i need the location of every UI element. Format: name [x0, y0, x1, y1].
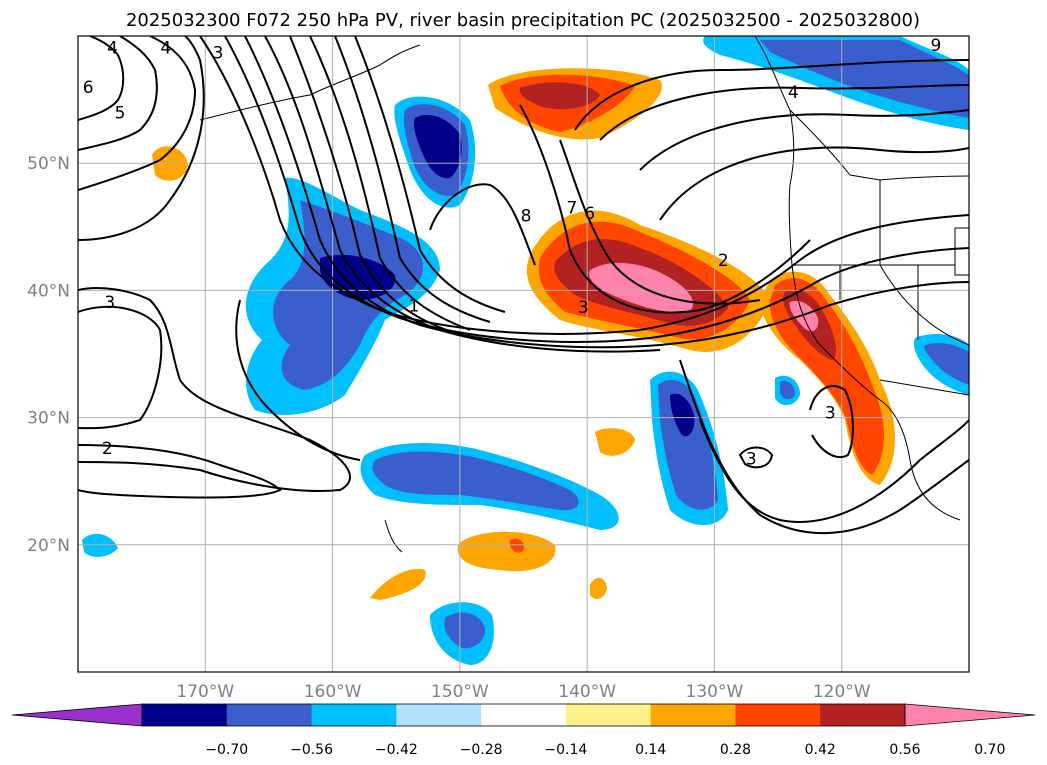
- pv-contour-label: 3: [578, 298, 589, 318]
- colorbar: −0.70 −0.56 −0.42 −0.28 −0.14 0.14 0.28 0.42 0.5…: [11, 703, 1036, 758]
- pv-contour-label: 6: [584, 204, 595, 224]
- colorbar-outline: [141, 703, 906, 727]
- pv-contour-label: 7: [566, 199, 577, 219]
- latitude-tick-labels: 50°N 40°N 30°N 20°N: [27, 154, 70, 556]
- pv-contour-label: 6: [83, 78, 94, 98]
- colorbar-tick-label: 0.70: [974, 742, 1005, 758]
- lon-tick-label: 150°W: [431, 682, 489, 702]
- colorbar-tick-label: 0.28: [720, 742, 751, 758]
- colorbar-tick-label: −0.42: [375, 742, 418, 758]
- lon-tick-label: 130°W: [686, 682, 744, 702]
- map-frame: [77, 35, 970, 673]
- lat-tick-label: 50°N: [27, 154, 70, 174]
- longitude-tick-labels: 170°W 160°W 150°W 140°W 130°W 120°W: [176, 682, 870, 702]
- coastlines: [199, 36, 969, 553]
- pv-contour-label: 2: [718, 251, 729, 271]
- map-gridlines: [78, 36, 969, 672]
- lon-tick-label: 160°W: [304, 682, 362, 702]
- colorbar-tick-label: −0.56: [290, 742, 333, 758]
- colorbar-swatch: [820, 704, 906, 726]
- pv-contour-label: 1: [409, 297, 420, 317]
- pv-contour-label: 5: [115, 103, 126, 123]
- pv-contour-label: 3: [104, 293, 115, 313]
- colorbar-extend-low: [11, 703, 143, 727]
- pv-contours: [78, 36, 969, 535]
- pv-contour-label: 8: [521, 206, 532, 226]
- lat-tick-label: 20°N: [27, 536, 70, 556]
- lon-tick-label: 120°W: [813, 682, 871, 702]
- colorbar-swatch: [142, 704, 228, 726]
- pv-contour-label: 2: [102, 439, 113, 459]
- colorbar-tick-label: −0.28: [460, 742, 503, 758]
- colorbar-swatch: [735, 704, 821, 726]
- colorbar-swatch: [311, 704, 397, 726]
- colorbar-tick-label: −0.70: [205, 742, 248, 758]
- lon-tick-label: 170°W: [176, 682, 234, 702]
- pv-contour-label: 3: [825, 404, 836, 424]
- pv-contour-label: 3: [213, 44, 224, 64]
- colorbar-tick-label: −0.14: [544, 742, 587, 758]
- colorbar-swatch: [226, 704, 313, 726]
- colorbar-extend-high: [904, 703, 1036, 727]
- colorbar-tick-label: 0.42: [805, 742, 836, 758]
- colorbar-swatch: [650, 704, 736, 726]
- lat-tick-label: 40°N: [27, 281, 70, 301]
- colorbar-tick-label: 0.56: [889, 742, 920, 758]
- pv-contour-label: 4: [788, 83, 799, 103]
- colorbar-swatch: [396, 704, 482, 726]
- pv-contour-label: 4: [107, 38, 118, 58]
- colorbar-swatch: [481, 704, 567, 726]
- colorbar-swatch: [565, 704, 652, 726]
- pv-contour-label: 4: [160, 38, 171, 58]
- precip-filled-contours: [82, 36, 969, 665]
- pv-contour-label: 9: [930, 36, 941, 56]
- lat-tick-label: 30°N: [27, 409, 70, 429]
- pv-contour-label: 3: [746, 449, 757, 469]
- map-title: 2025032300 F072 250 hPa PV, river basin …: [126, 10, 920, 31]
- colorbar-tick-label: 0.14: [635, 742, 666, 758]
- lon-tick-label: 140°W: [558, 682, 616, 702]
